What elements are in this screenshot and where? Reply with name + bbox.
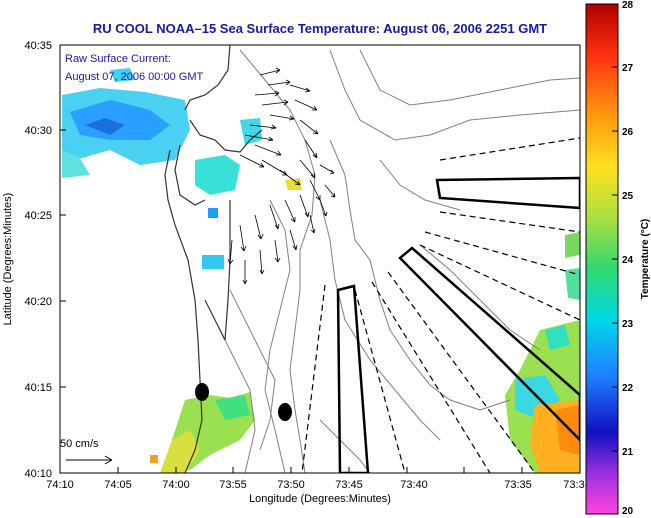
colorbar-tick: 24 bbox=[622, 255, 634, 266]
colorbar-title: Temperature (°C) bbox=[640, 219, 651, 300]
y-axis-label: Latitude (Degrees:Minutes) bbox=[2, 193, 14, 326]
colorbar-tick: 20 bbox=[622, 506, 634, 517]
x-tick: 73:40 bbox=[400, 479, 428, 491]
survey-box-south bbox=[336, 284, 370, 473]
annotation-line-1: Raw Surface Current: bbox=[65, 53, 171, 65]
x-tick: 74:00 bbox=[162, 479, 190, 491]
axis-ticks bbox=[59, 44, 581, 474]
y-tick: 40:30 bbox=[24, 125, 52, 137]
figure-title: RU COOL NOAA–15 Sea Surface Temperature:… bbox=[93, 21, 547, 36]
x-tick: 73:45 bbox=[335, 479, 363, 491]
current-vector-arrows bbox=[227, 67, 336, 285]
colorbar-tick: 25 bbox=[622, 191, 634, 202]
colorbar: 28 27 26 25 24 23 22 21 20 Temperature (… bbox=[585, 0, 651, 517]
buoy-marker bbox=[278, 403, 292, 421]
x-axis-ticks: 74:10 74:05 74:00 73:55 73:50 73:45 73:4… bbox=[46, 479, 584, 491]
survey-box-southeast bbox=[398, 246, 580, 442]
colorbar-tick: 23 bbox=[622, 319, 634, 330]
x-tick: 73:3 bbox=[563, 479, 584, 491]
depth-contours bbox=[219, 49, 580, 473]
x-tick: 74:10 bbox=[46, 479, 74, 491]
buoy-marker bbox=[195, 383, 209, 401]
survey-boxes bbox=[336, 176, 580, 473]
map-frame bbox=[59, 44, 581, 474]
x-tick: 73:55 bbox=[219, 479, 247, 491]
x-tick: 73:35 bbox=[504, 479, 532, 491]
coastline bbox=[164, 45, 263, 473]
scale-bar-arrow-icon bbox=[66, 455, 113, 465]
colorbar-tick: 21 bbox=[622, 447, 634, 458]
colorbar-tick: 28 bbox=[622, 0, 634, 11]
y-tick: 40:15 bbox=[24, 382, 52, 394]
colorbar-tick: 27 bbox=[622, 63, 634, 74]
colorbar-tick: 22 bbox=[622, 383, 634, 394]
y-tick: 40:20 bbox=[24, 296, 52, 308]
survey-box-east bbox=[435, 176, 580, 210]
map-panel: Raw Surface Current: August 07, 2006 00:… bbox=[60, 45, 580, 473]
annotation-line-2: August 07, 2006 00:00 GMT bbox=[65, 71, 203, 83]
y-axis-ticks: 40:35 40:30 40:25 40:20 40:15 40:10 bbox=[24, 40, 52, 480]
y-tick: 40:25 bbox=[24, 210, 52, 222]
y-tick: 40:35 bbox=[24, 40, 52, 52]
y-tick: 40:10 bbox=[24, 468, 52, 480]
scale-bar-label: 50 cm/s bbox=[60, 438, 99, 450]
x-axis-label: Longitude (Degrees:Minutes) bbox=[249, 493, 391, 505]
x-tick: 74:05 bbox=[104, 479, 132, 491]
radar-sector-lines bbox=[301, 137, 580, 473]
sst-patches bbox=[62, 68, 580, 473]
x-tick: 73:50 bbox=[277, 479, 305, 491]
colorbar-tick: 26 bbox=[622, 127, 634, 138]
